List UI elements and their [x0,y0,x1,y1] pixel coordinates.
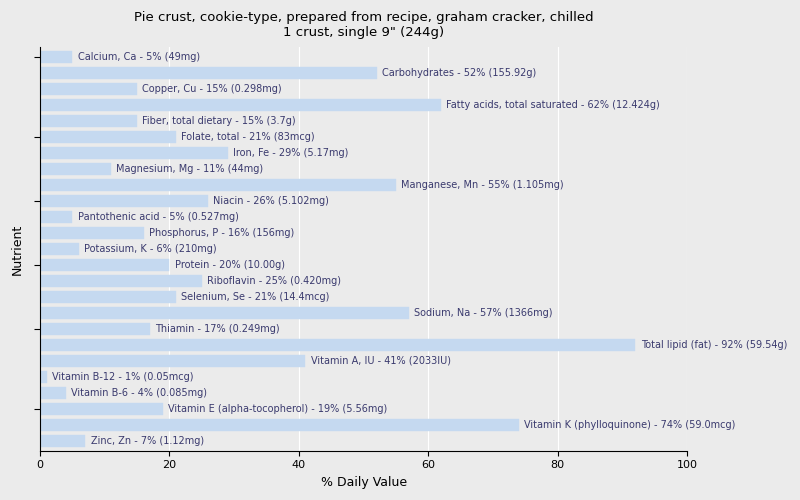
Text: Total lipid (fat) - 92% (59.54g): Total lipid (fat) - 92% (59.54g) [641,340,787,350]
Text: Carbohydrates - 52% (155.92g): Carbohydrates - 52% (155.92g) [382,68,536,78]
Bar [40,211,73,223]
Text: Vitamin A, IU - 41% (2033IU): Vitamin A, IU - 41% (2033IU) [310,356,450,366]
Text: Pantothenic acid - 5% (0.527mg): Pantothenic acid - 5% (0.527mg) [78,212,238,222]
Bar [40,403,163,415]
Bar [40,339,635,351]
Text: Calcium, Ca - 5% (49mg): Calcium, Ca - 5% (49mg) [78,52,200,62]
Bar [40,323,150,335]
Bar [40,419,519,431]
Text: Niacin - 26% (5.102mg): Niacin - 26% (5.102mg) [214,196,330,206]
Bar [40,387,66,399]
Text: Sodium, Na - 57% (1366mg): Sodium, Na - 57% (1366mg) [414,308,553,318]
Bar [40,435,86,447]
Text: Potassium, K - 6% (210mg): Potassium, K - 6% (210mg) [84,244,217,254]
Text: Zinc, Zn - 7% (1.12mg): Zinc, Zn - 7% (1.12mg) [90,436,204,446]
Bar [40,259,170,271]
Y-axis label: Nutrient: Nutrient [11,224,24,274]
X-axis label: % Daily Value: % Daily Value [321,476,406,489]
Bar [40,67,377,79]
Text: Vitamin B-12 - 1% (0.05mcg): Vitamin B-12 - 1% (0.05mcg) [52,372,194,382]
Bar [40,371,46,383]
Text: Magnesium, Mg - 11% (44mg): Magnesium, Mg - 11% (44mg) [117,164,263,174]
Bar [40,131,176,143]
Text: Riboflavin - 25% (0.420mg): Riboflavin - 25% (0.420mg) [207,276,341,286]
Bar [40,83,137,95]
Text: Thiamin - 17% (0.249mg): Thiamin - 17% (0.249mg) [155,324,280,334]
Text: Protein - 20% (10.00g): Protein - 20% (10.00g) [174,260,285,270]
Bar [40,179,396,191]
Bar [40,307,409,319]
Bar [40,195,208,207]
Bar [40,163,111,175]
Text: Copper, Cu - 15% (0.298mg): Copper, Cu - 15% (0.298mg) [142,84,282,94]
Text: Fiber, total dietary - 15% (3.7g): Fiber, total dietary - 15% (3.7g) [142,116,296,126]
Text: Iron, Fe - 29% (5.17mg): Iron, Fe - 29% (5.17mg) [233,148,348,158]
Text: Fatty acids, total saturated - 62% (12.424g): Fatty acids, total saturated - 62% (12.4… [446,100,660,110]
Bar [40,51,73,63]
Text: Manganese, Mn - 55% (1.105mg): Manganese, Mn - 55% (1.105mg) [401,180,564,190]
Text: Phosphorus, P - 16% (156mg): Phosphorus, P - 16% (156mg) [149,228,294,238]
Bar [40,355,306,367]
Bar [40,147,228,159]
Bar [40,291,176,303]
Text: Folate, total - 21% (83mcg): Folate, total - 21% (83mcg) [181,132,314,142]
Bar [40,275,202,287]
Bar [40,243,79,255]
Bar [40,115,137,127]
Text: Selenium, Se - 21% (14.4mcg): Selenium, Se - 21% (14.4mcg) [181,292,330,302]
Bar [40,227,144,239]
Text: Vitamin B-6 - 4% (0.085mg): Vitamin B-6 - 4% (0.085mg) [71,388,207,398]
Text: Vitamin K (phylloquinone) - 74% (59.0mcg): Vitamin K (phylloquinone) - 74% (59.0mcg… [524,420,735,430]
Text: Vitamin E (alpha-tocopherol) - 19% (5.56mg): Vitamin E (alpha-tocopherol) - 19% (5.56… [168,404,387,414]
Title: Pie crust, cookie-type, prepared from recipe, graham cracker, chilled
1 crust, s: Pie crust, cookie-type, prepared from re… [134,11,594,39]
Bar [40,99,442,111]
